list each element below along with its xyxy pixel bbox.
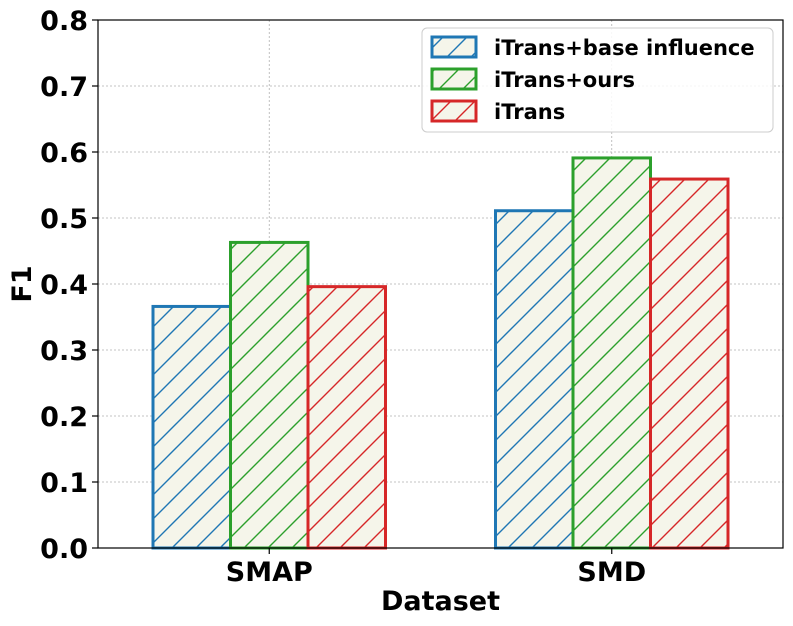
y-tick-label: 0.4 [40,270,88,301]
y-tick-label: 0.8 [40,6,88,37]
y-tick-label: 0.5 [40,204,88,235]
legend-swatch [430,99,478,123]
y-tick-label: 0.0 [40,534,88,565]
bars [151,156,730,550]
bar-smap-series-0 [151,304,232,550]
bar-smd-series-2 [649,177,730,550]
bar-smap-series-2 [306,285,387,550]
x-axis-ticks: SMAP SMD [226,548,646,588]
x-tick-label: SMD [577,557,646,588]
bar-smap-series-1 [229,240,310,550]
y-tick-label: 0.6 [40,138,88,169]
legend-label: iTrans+base influence [494,36,755,60]
bar-smd-series-0 [494,209,575,550]
y-tick-label: 0.3 [40,336,88,367]
legend: iTrans+base influence iTrans+ours iTrans [421,27,774,133]
bar-smd-series-1 [571,156,652,550]
legend-box [421,27,774,133]
y-tick-label: 0.2 [40,402,88,433]
legend-swatch [430,67,478,91]
y-tick-label: 0.7 [40,72,88,103]
legend-swatch [430,35,478,59]
y-axis-title: F1 [7,265,38,302]
x-tick-label: SMAP [226,557,313,588]
y-tick-label: 0.1 [40,468,88,499]
legend-label: iTrans+ours [494,68,635,92]
legend-label: iTrans [494,100,565,124]
x-axis-title: Dataset [381,586,500,617]
y-axis-ticks: 0.0 0.1 0.2 0.3 0.4 0.5 0.6 0.7 0.8 [40,6,98,565]
